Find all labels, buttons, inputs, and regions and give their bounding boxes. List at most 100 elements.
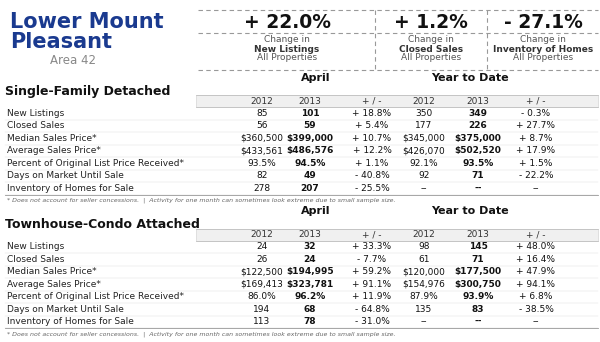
- Text: April: April: [301, 73, 331, 83]
- Text: - 0.3%: - 0.3%: [521, 109, 551, 118]
- Text: 2013: 2013: [467, 96, 490, 105]
- Text: * Does not account for seller concessions.  |  Activity for one month can someti: * Does not account for seller concession…: [7, 198, 395, 203]
- Text: Days on Market Until Sale: Days on Market Until Sale: [7, 305, 124, 314]
- Text: $502,520: $502,520: [455, 146, 502, 155]
- Text: 83: 83: [472, 305, 484, 314]
- Text: Percent of Original List Price Received*: Percent of Original List Price Received*: [7, 292, 184, 301]
- Text: $122,500: $122,500: [241, 267, 283, 276]
- Text: Inventory of Homes for Sale: Inventory of Homes for Sale: [7, 184, 134, 193]
- Text: + / -: + / -: [526, 96, 546, 105]
- Text: - 64.8%: - 64.8%: [355, 305, 389, 314]
- Text: Average Sales Price*: Average Sales Price*: [7, 146, 101, 155]
- Text: 71: 71: [472, 255, 484, 264]
- Text: - 38.5%: - 38.5%: [518, 305, 553, 314]
- Text: + 10.7%: + 10.7%: [352, 134, 392, 143]
- Text: + 12.2%: + 12.2%: [353, 146, 391, 155]
- Text: All Properties: All Properties: [257, 53, 317, 63]
- Text: - 27.1%: - 27.1%: [503, 13, 583, 31]
- Text: 2013: 2013: [467, 230, 490, 239]
- Text: Closed Sales: Closed Sales: [399, 44, 463, 53]
- Text: + 18.8%: + 18.8%: [352, 109, 392, 118]
- Text: + / -: + / -: [362, 230, 382, 239]
- Text: - 40.8%: - 40.8%: [355, 171, 389, 180]
- Text: + 22.0%: + 22.0%: [244, 13, 331, 31]
- Text: 98: 98: [418, 242, 430, 251]
- Text: $375,000: $375,000: [455, 134, 502, 143]
- Text: 96.2%: 96.2%: [295, 292, 326, 301]
- Text: 32: 32: [304, 242, 316, 251]
- Text: + 48.0%: + 48.0%: [517, 242, 556, 251]
- Text: Change in: Change in: [520, 35, 566, 43]
- Text: 92.1%: 92.1%: [410, 159, 439, 168]
- Text: 61: 61: [418, 255, 430, 264]
- Text: $194,995: $194,995: [286, 267, 334, 276]
- Text: 226: 226: [469, 121, 487, 130]
- Text: Change in: Change in: [264, 35, 310, 43]
- Text: 113: 113: [253, 317, 271, 326]
- Text: All Properties: All Properties: [401, 53, 461, 63]
- Text: + 1.2%: + 1.2%: [394, 13, 468, 31]
- Text: + 8.7%: + 8.7%: [520, 134, 553, 143]
- Text: Year to Date: Year to Date: [431, 73, 509, 83]
- Text: + 94.1%: + 94.1%: [517, 280, 556, 289]
- Text: Pleasant: Pleasant: [10, 32, 112, 52]
- Text: 68: 68: [304, 305, 316, 314]
- Text: 145: 145: [469, 242, 487, 251]
- Text: $345,000: $345,000: [403, 134, 445, 143]
- Text: Single-Family Detached: Single-Family Detached: [5, 84, 170, 97]
- Text: Closed Sales: Closed Sales: [7, 121, 64, 130]
- Text: 26: 26: [256, 255, 268, 264]
- Text: 2013: 2013: [299, 230, 322, 239]
- Text: - 25.5%: - 25.5%: [355, 184, 389, 193]
- Text: Area 42: Area 42: [50, 53, 96, 66]
- Text: 92: 92: [418, 171, 430, 180]
- Text: 87.9%: 87.9%: [410, 292, 439, 301]
- Text: Townhouse-Condo Attached: Townhouse-Condo Attached: [5, 218, 200, 231]
- Text: 56: 56: [256, 121, 268, 130]
- Text: Days on Market Until Sale: Days on Market Until Sale: [7, 171, 124, 180]
- Text: Percent of Original List Price Received*: Percent of Original List Price Received*: [7, 159, 184, 168]
- Text: Median Sales Price*: Median Sales Price*: [7, 134, 97, 143]
- Text: 101: 101: [301, 109, 319, 118]
- Text: $177,500: $177,500: [454, 267, 502, 276]
- Text: April: April: [301, 207, 331, 216]
- Text: 2013: 2013: [299, 96, 322, 105]
- Text: Inventory of Homes for Sale: Inventory of Homes for Sale: [7, 317, 134, 326]
- Text: 49: 49: [304, 171, 316, 180]
- Text: + 47.9%: + 47.9%: [517, 267, 556, 276]
- Text: --: --: [474, 317, 482, 326]
- Text: Year to Date: Year to Date: [431, 207, 509, 216]
- Text: + 1.5%: + 1.5%: [520, 159, 553, 168]
- Text: Change in: Change in: [408, 35, 454, 43]
- Text: All Properties: All Properties: [513, 53, 573, 63]
- Text: + 16.4%: + 16.4%: [517, 255, 556, 264]
- Text: 94.5%: 94.5%: [295, 159, 326, 168]
- Text: New Listings: New Listings: [7, 109, 64, 118]
- Text: $120,000: $120,000: [403, 267, 445, 276]
- Text: $300,750: $300,750: [455, 280, 502, 289]
- Text: 78: 78: [304, 317, 316, 326]
- Text: Average Sales Price*: Average Sales Price*: [7, 280, 101, 289]
- FancyBboxPatch shape: [196, 228, 598, 240]
- Text: New Listings: New Listings: [7, 242, 64, 251]
- Text: + 33.3%: + 33.3%: [352, 242, 392, 251]
- Text: 59: 59: [304, 121, 316, 130]
- Text: 93.5%: 93.5%: [248, 159, 277, 168]
- Text: + 91.1%: + 91.1%: [352, 280, 392, 289]
- Text: Lower Mount: Lower Mount: [10, 12, 164, 32]
- Text: 177: 177: [415, 121, 433, 130]
- Text: --: --: [533, 317, 539, 326]
- Text: + 27.7%: + 27.7%: [517, 121, 556, 130]
- Text: 350: 350: [415, 109, 433, 118]
- Text: 2012: 2012: [413, 230, 436, 239]
- Text: --: --: [474, 184, 482, 193]
- Text: 194: 194: [253, 305, 271, 314]
- Text: $399,000: $399,000: [287, 134, 334, 143]
- Text: 2012: 2012: [251, 96, 274, 105]
- Text: Median Sales Price*: Median Sales Price*: [7, 267, 97, 276]
- Text: 71: 71: [472, 171, 484, 180]
- Text: + / -: + / -: [362, 96, 382, 105]
- FancyBboxPatch shape: [196, 95, 598, 107]
- Text: 85: 85: [256, 109, 268, 118]
- Text: 24: 24: [304, 255, 316, 264]
